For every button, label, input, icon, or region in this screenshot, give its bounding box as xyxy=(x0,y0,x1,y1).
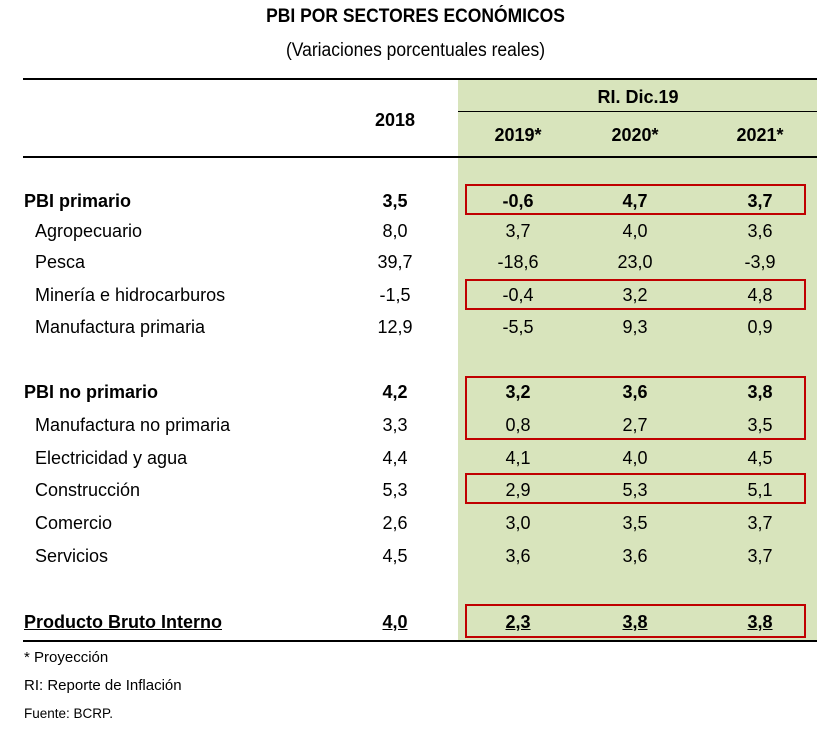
row-label: Pesca xyxy=(35,252,86,272)
cell-2019: -18,6 xyxy=(497,252,539,272)
cell-2019: -0,6 xyxy=(502,191,534,211)
cell-2018: 4,5 xyxy=(382,546,408,566)
cell-2019: -5,5 xyxy=(502,317,534,337)
footnote-ri: RI: Reporte de Inflación xyxy=(24,677,182,694)
cell-2020: 3,6 xyxy=(622,382,648,402)
highlight-box-construccion xyxy=(465,473,806,504)
cell-2018: 4,0 xyxy=(382,612,408,632)
highlight-box-pbi-total xyxy=(465,604,806,638)
cell-2018: 39,7 xyxy=(377,252,413,272)
cell-2021: 5,1 xyxy=(747,480,773,500)
row-label: Manufactura primaria xyxy=(35,317,206,337)
column-header-2019: 2019* xyxy=(494,125,542,145)
cell-2020: 3,5 xyxy=(622,513,648,533)
cell-2019: 4,1 xyxy=(505,448,531,468)
cell-2021: 4,8 xyxy=(747,285,773,305)
row-label: PBI no primario xyxy=(24,382,159,402)
cell-2020: 23,0 xyxy=(617,252,653,272)
cell-2020: 2,7 xyxy=(622,415,648,435)
cell-2020: 3,2 xyxy=(622,285,648,305)
cell-2020: 4,0 xyxy=(622,448,648,468)
cell-2021: 3,6 xyxy=(747,221,773,241)
cell-2018: 4,2 xyxy=(382,382,408,402)
cell-2018: 5,3 xyxy=(382,480,408,500)
column-header-2021: 2021* xyxy=(736,125,784,145)
cell-2018: 3,5 xyxy=(382,191,408,211)
highlight-box-pbi-primario xyxy=(465,184,806,215)
table-title: PBI POR SECTORES ECONÓMICOS xyxy=(266,6,565,27)
row-label: Electricidad y agua xyxy=(35,448,188,468)
cell-2019: 3,0 xyxy=(505,513,531,533)
row-label: Agropecuario xyxy=(35,221,143,241)
cell-2019: 0,8 xyxy=(505,415,531,435)
cell-2021: 3,7 xyxy=(747,513,773,533)
cell-2019: 2,9 xyxy=(505,480,531,500)
cell-2018: -1,5 xyxy=(379,285,411,305)
cell-2021: 0,9 xyxy=(747,317,773,337)
group-rule xyxy=(458,111,817,112)
row-label: Comercio xyxy=(35,513,113,533)
cell-2019: 3,2 xyxy=(505,382,531,402)
cell-2021: 4,5 xyxy=(747,448,773,468)
cell-2020: 5,3 xyxy=(622,480,648,500)
cell-2018: 2,6 xyxy=(382,513,408,533)
cell-2021: -3,9 xyxy=(744,252,776,272)
highlight-box-pbi-no-primario xyxy=(465,376,806,440)
top-rule xyxy=(23,78,817,80)
cell-2021: 3,8 xyxy=(747,612,773,632)
header-rule xyxy=(23,156,817,158)
cell-2018: 3,3 xyxy=(382,415,408,435)
cell-2019: 3,6 xyxy=(505,546,531,566)
cell-2021: 3,7 xyxy=(747,546,773,566)
table-subtitle: (Variaciones porcentuales reales) xyxy=(285,40,546,61)
cell-2019: 2,3 xyxy=(505,612,531,632)
projection-highlight-area xyxy=(458,79,817,640)
cell-2021: 3,5 xyxy=(747,415,773,435)
cell-2021: 3,7 xyxy=(747,191,773,211)
cell-2020: 3,6 xyxy=(622,546,648,566)
column-header-2018: 2018 xyxy=(374,110,416,130)
cell-2018: 8,0 xyxy=(382,221,408,241)
cell-2020: 3,8 xyxy=(622,612,648,632)
highlight-box-mineria xyxy=(465,279,806,310)
row-label: Producto Bruto Interno xyxy=(24,612,222,632)
cell-2018: 4,4 xyxy=(382,448,408,468)
row-label: Manufactura no primaria xyxy=(35,415,231,435)
footnote-projection: * Proyección xyxy=(24,649,109,666)
cell-2020: 4,7 xyxy=(622,191,648,211)
row-label: Construcción xyxy=(35,480,141,500)
cell-2020: 4,0 xyxy=(622,221,648,241)
column-header-2020: 2020* xyxy=(611,125,659,145)
cell-2021: 3,8 xyxy=(747,382,773,402)
cell-2018: 12,9 xyxy=(377,317,413,337)
row-label: Servicios xyxy=(35,546,109,566)
cell-2019: 3,7 xyxy=(505,221,531,241)
cell-2020: 9,3 xyxy=(622,317,648,337)
group-header: RI. Dic.19 xyxy=(597,87,679,107)
cell-2019: -0,4 xyxy=(502,285,534,305)
footnote-source: Fuente: BCRP. xyxy=(24,706,114,721)
bottom-rule xyxy=(23,640,817,642)
row-label: PBI primario xyxy=(24,191,132,211)
row-label: Minería e hidrocarburos xyxy=(35,285,226,305)
